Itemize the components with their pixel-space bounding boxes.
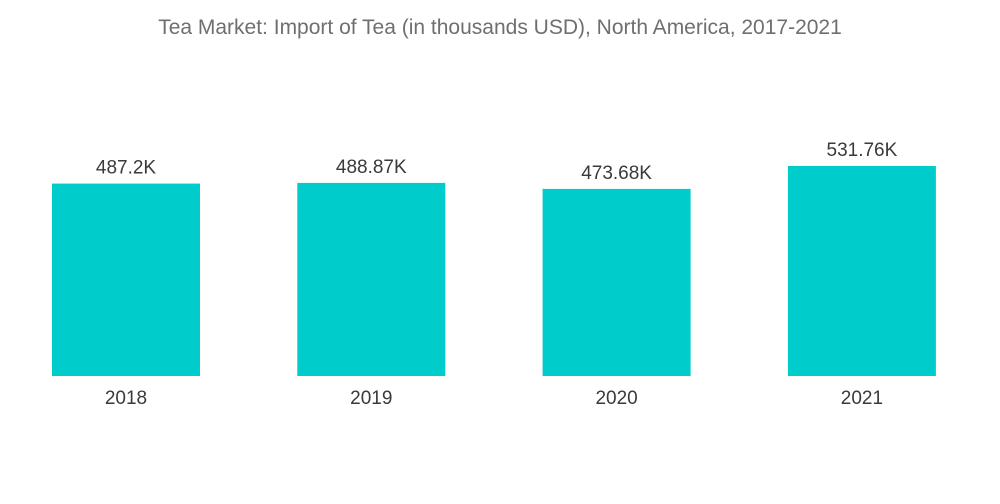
x-tick-label-2021: 2021 (841, 388, 883, 409)
bars-group (52, 166, 936, 376)
value-label-2019: 488.87K (336, 157, 407, 178)
x-tick-label-2018: 2018 (105, 388, 147, 409)
bar-2019 (297, 182, 446, 376)
x-axis-tick-labels: 2018 2019 2020 2021 (105, 388, 883, 409)
value-label-2020: 473.68K (581, 163, 652, 184)
x-tick-label-2020: 2020 (595, 388, 637, 409)
bar-2021 (787, 166, 936, 376)
value-labels-group: 487.2K 488.87K 473.68K 531.76K (96, 140, 898, 184)
bar-2020 (542, 188, 691, 376)
x-tick-label-2019: 2019 (350, 388, 392, 409)
bar-2018 (52, 183, 200, 376)
value-label-2021: 531.76K (827, 140, 898, 161)
value-label-2018: 487.2K (96, 158, 157, 179)
chart-title: Tea Market: Import of Tea (in thousands … (158, 16, 842, 39)
